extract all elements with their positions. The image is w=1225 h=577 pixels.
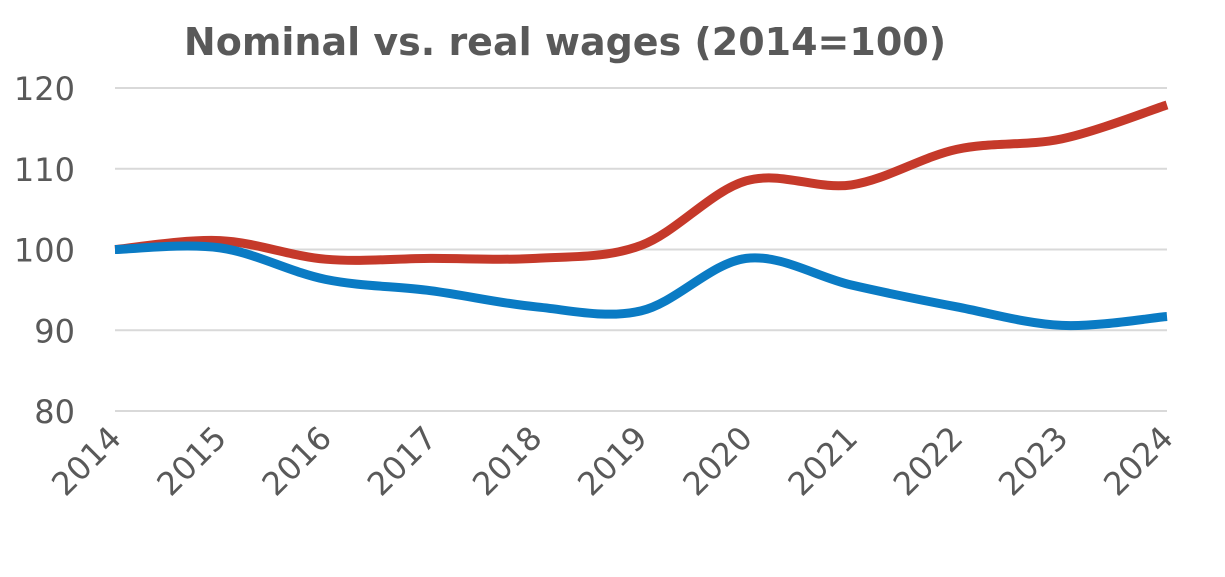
- series-line-0: [114, 100, 1169, 265]
- chart-title: Nominal vs. real wages (2014=100): [184, 20, 946, 64]
- x-tick-label: 2022: [886, 419, 970, 503]
- y-tick-label: 110: [14, 151, 75, 189]
- y-tick-label: 90: [34, 312, 75, 350]
- x-tick-label: 2023: [991, 419, 1075, 503]
- x-tick-label: 2015: [149, 419, 233, 503]
- x-tick-label: 2019: [570, 419, 654, 503]
- y-tick-label: 120: [14, 70, 75, 108]
- series-line-1: [114, 241, 1168, 331]
- x-tick-label: 2020: [675, 419, 759, 503]
- x-tick-label: 2016: [255, 419, 339, 503]
- x-tick-label: 2014: [44, 419, 128, 503]
- y-tick-label: 100: [14, 232, 75, 270]
- x-tick-label: 2018: [465, 419, 549, 503]
- x-tick-label: 2021: [781, 419, 865, 503]
- x-tick-label: 2024: [1096, 419, 1180, 503]
- y-tick-label: 80: [34, 393, 75, 431]
- x-tick-label: 2017: [360, 419, 444, 503]
